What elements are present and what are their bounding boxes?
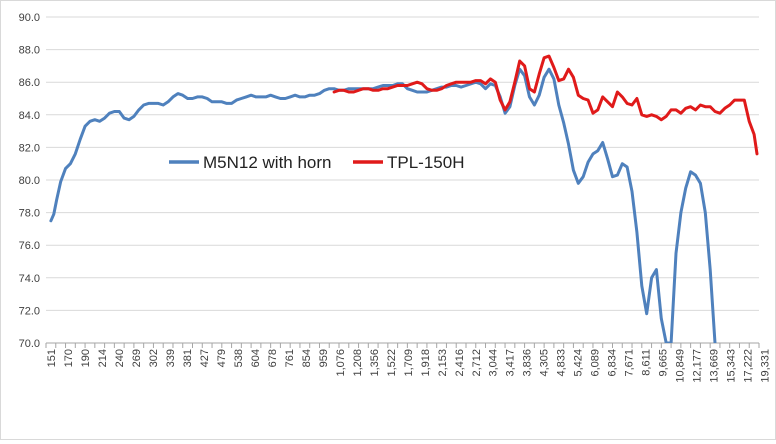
legend-label: TPL-150H [387, 153, 464, 172]
y-tick-label: 74.0 [19, 273, 40, 285]
y-tick-label: 82.0 [19, 142, 40, 154]
x-tick-label: 15,343 [726, 349, 738, 383]
legend-label: M5N12 with horn [203, 153, 332, 172]
x-tick-label: 8,611 [641, 349, 653, 376]
x-tick-label: 381 [182, 349, 194, 367]
y-tick-label: 78.0 [19, 208, 40, 220]
x-tick-label: 1,918 [420, 349, 432, 377]
x-tick-label: 1,208 [352, 349, 364, 377]
x-tick-label: 604 [250, 349, 262, 367]
x-tick-label: 269 [131, 349, 143, 367]
x-tick-label: 959 [318, 349, 330, 367]
x-tick-label: 339 [165, 349, 177, 367]
x-tick-label: 2,416 [454, 349, 466, 377]
x-tick-label: 2,712 [471, 349, 483, 377]
x-tick-label: 6,089 [590, 349, 602, 377]
y-tick-label: 76.0 [19, 240, 40, 252]
y-tick-label: 90.0 [19, 12, 40, 24]
y-tick-label: 72.0 [19, 305, 40, 317]
x-tick-label: 854 [301, 349, 313, 367]
x-tick-label: 427 [199, 349, 211, 367]
x-tick-label: 12,177 [692, 349, 704, 383]
x-tick-label: 7,671 [624, 349, 636, 377]
x-tick-label: 1,709 [403, 349, 415, 377]
x-tick-label: 3,417 [505, 349, 517, 377]
x-tick-label: 151 [46, 349, 58, 367]
y-tick-label: 88.0 [19, 45, 40, 57]
x-tick-label: 2,153 [437, 349, 449, 377]
y-tick-label: 70.0 [19, 338, 40, 350]
x-tick-label: 5,424 [573, 349, 585, 377]
x-tick-label: 302 [148, 349, 160, 367]
x-tick-label: 761 [284, 349, 296, 367]
y-tick-label: 86.0 [19, 77, 40, 89]
x-tick-label: 10,849 [675, 349, 687, 383]
gridlines [46, 16, 759, 311]
data-series [49, 54, 759, 343]
x-tick-label: 1,522 [386, 349, 398, 377]
x-tick-label: 13,669 [709, 349, 721, 383]
x-tick-label: 4,833 [556, 349, 568, 377]
x-tick-label: 9,665 [658, 349, 670, 377]
y-tick-label: 80.0 [19, 175, 40, 187]
x-tick-label: 4,305 [539, 349, 551, 377]
x-tick-label: 190 [80, 349, 92, 367]
x-tick-label: 3,044 [488, 349, 500, 377]
x-tick-label: 1,356 [369, 349, 381, 377]
x-tick-label: 214 [97, 349, 109, 367]
x-tick-label: 17,222 [743, 349, 755, 383]
x-tick-label: 170 [63, 349, 75, 367]
x-tick-label: 6,834 [607, 349, 619, 377]
axes: 70.0 72.0 74.0 76.0 78.0 80.0 82.0 84.0 86.0 88.0… [19, 12, 772, 383]
x-tick-label: 678 [267, 349, 279, 367]
series-line-2 [332, 54, 759, 156]
y-tick-label: 84.0 [19, 110, 40, 122]
legend: M5N12 with horn TPL-150H [169, 153, 464, 172]
x-tick-label: 538 [233, 349, 245, 367]
x-tick-label: 1,076 [335, 349, 347, 377]
series-line-1 [49, 67, 717, 343]
x-tick-label: 3,836 [522, 349, 534, 377]
x-tick-label: 240 [114, 349, 126, 367]
x-tick-label: 19,331 [760, 349, 772, 383]
x-tick-label: 479 [216, 349, 228, 367]
